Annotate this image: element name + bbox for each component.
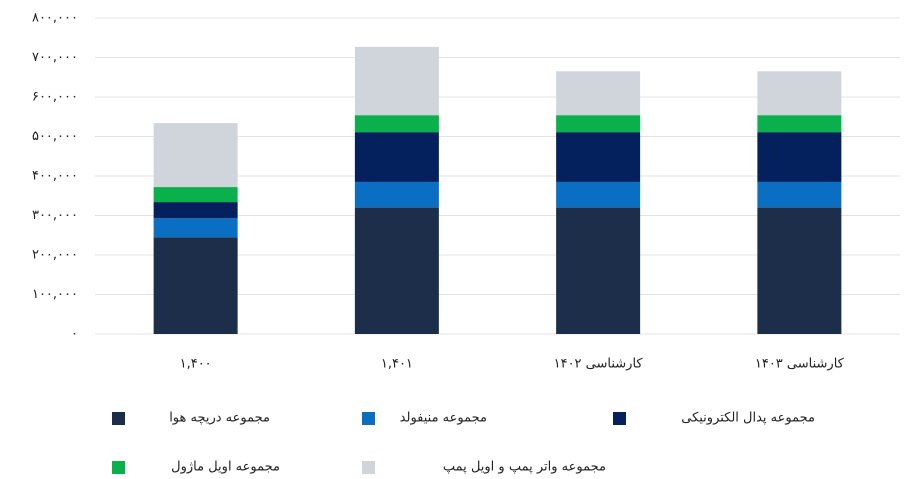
bar-segment xyxy=(354,115,439,133)
y-tick-label: ۳۰۰,۰۰۰ xyxy=(32,208,78,223)
bar-segment xyxy=(556,115,641,133)
y-tick-label: ۷۰۰,۰۰۰ xyxy=(32,50,78,65)
bar-segment xyxy=(153,202,238,219)
legend-label: مجموعه واتر پمپ و اویل پمپ xyxy=(443,460,606,475)
legend-swatch xyxy=(362,412,375,425)
x-tick-label: کارشناسی ۱۴۰۲ xyxy=(554,357,644,372)
bar-segment xyxy=(757,181,842,208)
x-tick-label: ۱,۴۰۰ xyxy=(180,357,212,372)
bar-segment xyxy=(354,132,439,182)
x-tick-label: کارشناسی ۱۴۰۳ xyxy=(755,357,845,372)
legend-swatch xyxy=(112,412,125,425)
y-tick-label: ۸۰۰,۰۰۰ xyxy=(32,11,78,26)
legend-swatch xyxy=(362,461,375,474)
y-tick-label: ۱۰۰,۰۰۰ xyxy=(32,287,78,302)
bar-segment xyxy=(556,71,641,116)
bar-segment xyxy=(354,46,439,116)
bar-segment xyxy=(153,237,238,334)
x-tick-label: ۱,۴۰۱ xyxy=(381,357,413,372)
y-tick-label: ۲۰۰,۰۰۰ xyxy=(32,248,78,263)
y-tick-label: ۰ xyxy=(71,327,78,342)
bar-segment xyxy=(556,132,641,182)
legend-swatch xyxy=(613,412,626,425)
legend-label: مجموعه دریچه هوا xyxy=(169,411,270,426)
bar-segment xyxy=(556,181,641,208)
legend-label: مجموعه منیفولد xyxy=(400,411,487,426)
bar-segment xyxy=(153,218,238,238)
bar-segment xyxy=(354,207,439,334)
y-tick-label: ۵۰۰,۰۰۰ xyxy=(32,129,78,144)
legend-label: مجموعه اویل ماژول xyxy=(171,460,280,475)
bar-segment xyxy=(153,123,238,188)
bar-segment xyxy=(757,132,842,182)
bar-segment xyxy=(757,115,842,133)
bar-segment xyxy=(757,207,842,334)
bar-segment xyxy=(757,71,842,116)
bar-segment xyxy=(556,207,641,334)
y-tick-label: ۶۰۰,۰۰۰ xyxy=(32,90,78,105)
legend-swatch xyxy=(112,461,125,474)
legend-label: مجموعه پدال الکترونیکی xyxy=(681,411,815,426)
y-tick-label: ۴۰۰,۰۰۰ xyxy=(32,169,78,184)
bar-segment xyxy=(354,181,439,208)
bar-segment xyxy=(153,187,238,203)
